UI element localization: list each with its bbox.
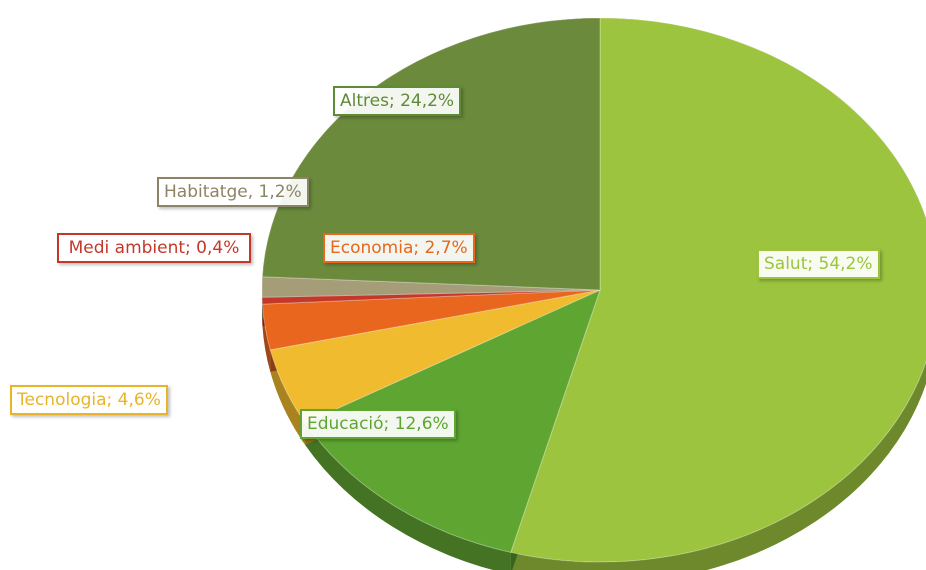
data-label: Salut; 54,2% [757,249,880,279]
pie-slice [261,276,601,298]
data-label: Tecnologia; 4,6% [10,385,168,415]
pie-slice-side [262,304,271,372]
data-label: Educació; 12,6% [300,409,456,439]
data-label: Altres; 24,2% [333,86,462,116]
pie-slice [261,289,601,305]
pie-slice-side [305,423,511,570]
pie-slice-side [270,349,306,446]
data-label: Habitatge, 1,2% [157,177,309,207]
pie-slice [261,289,601,351]
data-label: Economia; 2,7% [323,233,475,263]
pie-slice [510,17,926,563]
data-label: Medi ambient; 0,4% [57,233,251,263]
